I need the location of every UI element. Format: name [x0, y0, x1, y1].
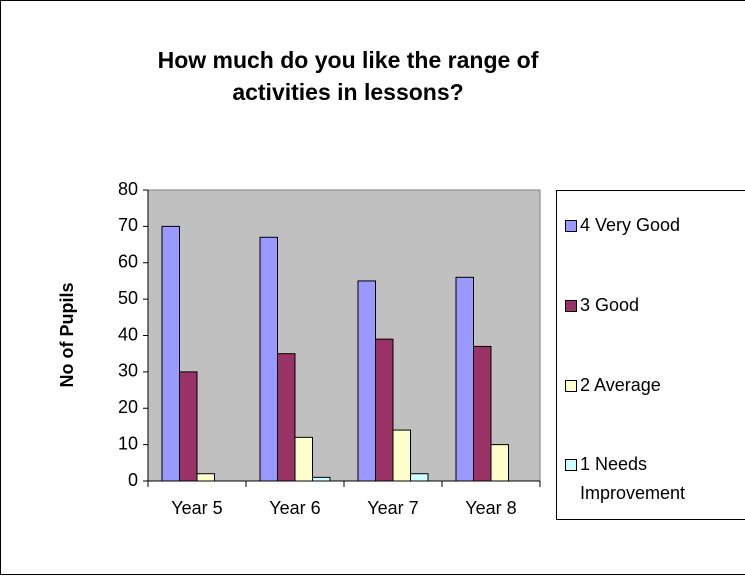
legend-label: 2 Average [580, 375, 661, 395]
x-tick-label: Year 8 [465, 498, 516, 518]
legend-swatch [565, 380, 577, 392]
chart-title: How much do you like the range of activi… [157, 47, 539, 105]
legend-item: 1 Needs Improvement [565, 450, 705, 508]
x-tick-label: Year 5 [171, 498, 222, 518]
x-tick-label: Year 6 [269, 498, 320, 518]
bar [312, 476, 331, 482]
bar [375, 338, 394, 482]
bar [294, 436, 313, 482]
y-tick-label: 70 [118, 215, 138, 235]
bar [490, 444, 509, 482]
bar [455, 276, 474, 482]
legend-swatch [565, 459, 577, 471]
y-tick-label: 40 [118, 324, 138, 344]
y-tick-label: 20 [118, 397, 138, 417]
bar [410, 473, 429, 482]
bar [179, 371, 198, 482]
legend-item: 4 Very Good [565, 211, 705, 240]
x-tick-label: Year 7 [367, 498, 418, 518]
bar [392, 429, 411, 482]
bar [277, 353, 296, 482]
bar [196, 473, 215, 482]
y-tick-label: 10 [118, 433, 138, 453]
bar [161, 225, 180, 482]
legend-swatch [565, 300, 577, 312]
y-tick-label: 30 [118, 361, 138, 381]
legend-label: 1 Needs Improvement [580, 454, 686, 503]
y-axis-label: No of Pupils [57, 283, 77, 388]
legend-item: 3 Good [565, 291, 705, 320]
y-tick-label: 80 [118, 179, 138, 199]
bar [357, 280, 376, 482]
legend: 4 Very Good 3 Good 2 Average 1 Needs Improv… [556, 190, 745, 520]
legend-swatch [565, 220, 577, 232]
bar [473, 345, 492, 482]
y-tick-label: 60 [118, 252, 138, 272]
y-tick-label: 0 [128, 470, 138, 490]
y-tick-label: 50 [118, 288, 138, 308]
legend-item: 2 Average [565, 371, 705, 400]
legend-label: 3 Good [580, 295, 640, 315]
legend-label: 4 Very Good [580, 215, 681, 235]
bar [259, 236, 278, 482]
